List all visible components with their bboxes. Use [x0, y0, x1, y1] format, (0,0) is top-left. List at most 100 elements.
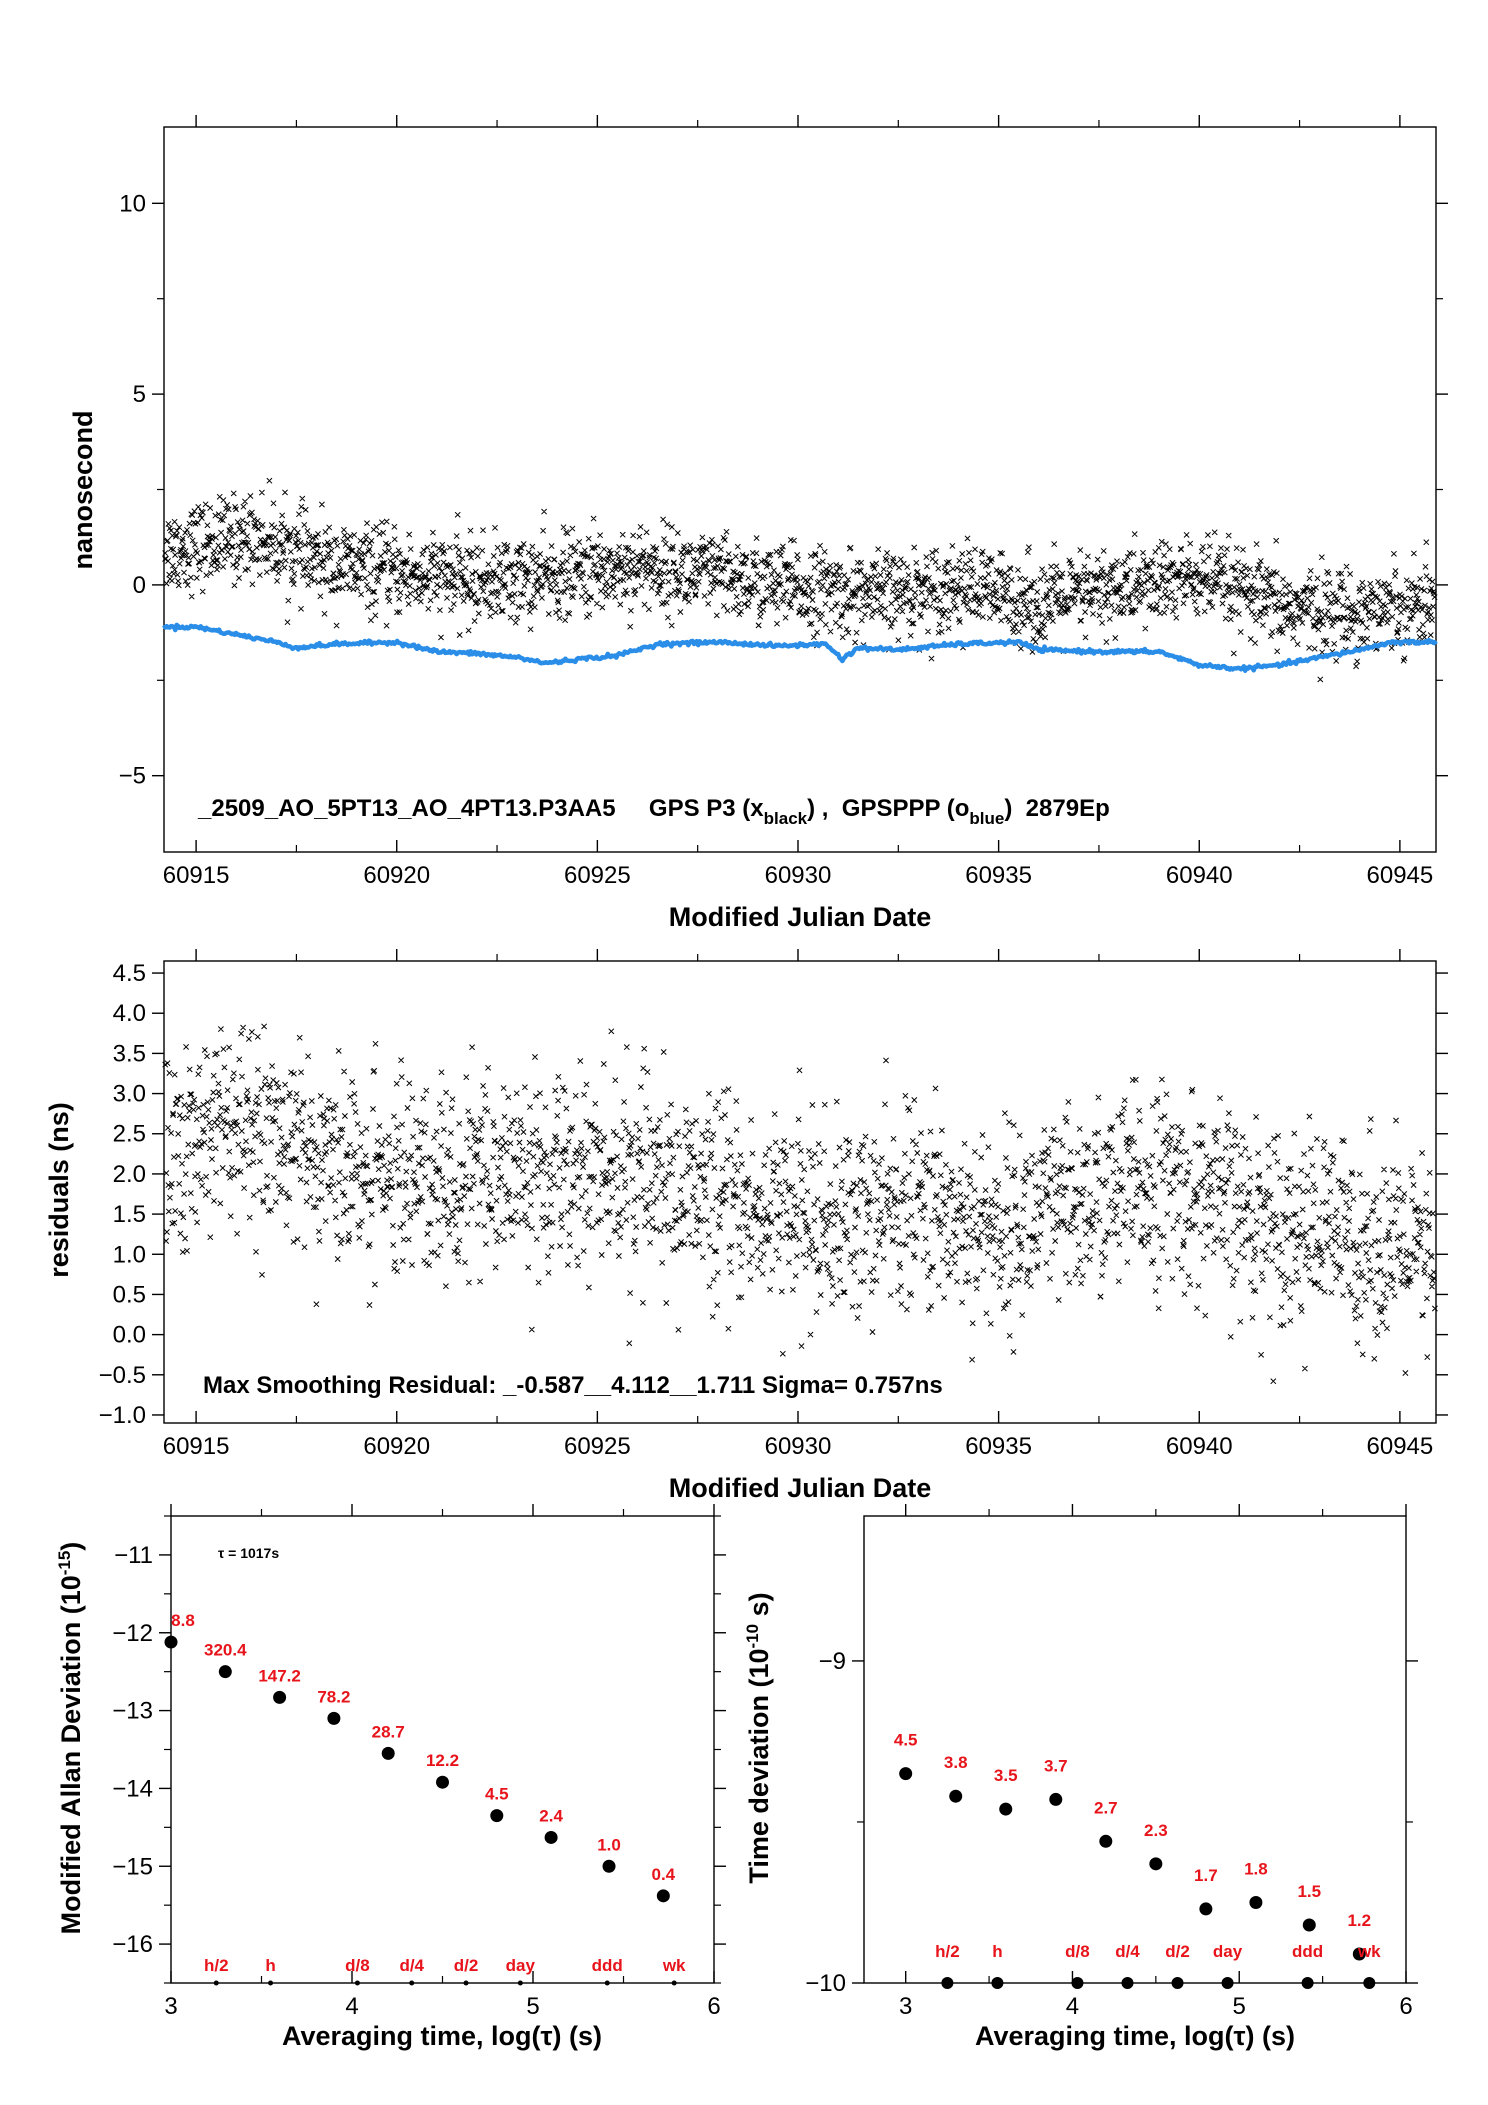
resid-ytick-label: 1.5 [113, 1201, 146, 1228]
phase-plot-xlabel: Modified Julian Date [669, 902, 932, 932]
phase-blue-line [162, 622, 1438, 673]
tdev-point-label: 3.7 [1044, 1756, 1068, 1775]
tdev-marker-label: h/2 [935, 1942, 960, 1961]
tdev-ylabel-end: s) [744, 1592, 774, 1624]
mdev-point [218, 1665, 232, 1679]
mdev-ytick-label: −16 [112, 1931, 153, 1958]
mdev-xtick-label: 3 [164, 1993, 177, 2020]
mdev-xtick-label: 4 [345, 1993, 358, 2020]
phase-xtick-label: 60945 [1367, 862, 1434, 889]
mdev-marker-dot [671, 1980, 677, 1986]
resid-ytick-label: 3.5 [113, 1040, 146, 1067]
phase-xtick-label: 60915 [163, 862, 230, 889]
tdev-point-label: 3.5 [994, 1766, 1018, 1785]
tdev-point [1049, 1792, 1063, 1806]
mdev-point [381, 1746, 395, 1760]
phase-ytick-label: 0 [133, 572, 146, 599]
mdev-point [327, 1711, 341, 1725]
resid-xtick-label: 60945 [1367, 1433, 1434, 1460]
resid-xtick-label: 60930 [765, 1433, 832, 1460]
mdev-xtick-label: 5 [526, 1993, 539, 2020]
mdev-marker-dot [517, 1980, 523, 1986]
mdev-ylabel-exponent: -15 [55, 1551, 74, 1576]
tdev-plot-ticks: 3 4 5 6 −10 −9 [805, 1504, 1418, 2020]
residuals-plot-frame [163, 960, 1437, 1424]
tdev-marker-label: d/8 [1065, 1942, 1090, 1961]
tdev-marker-dot [1121, 1977, 1134, 1989]
tdev-ylabel-main: Time deviation (10 [744, 1649, 774, 1884]
tdev-point-label: 2.3 [1144, 1821, 1168, 1840]
mdev-point-label: 1.0 [597, 1835, 621, 1854]
resid-ytick-label: 2.0 [113, 1161, 146, 1188]
mdev-ytick-label: −13 [112, 1698, 153, 1725]
mdev-marker-dot [604, 1980, 610, 1986]
mdev-plot-xlabel: Averaging time, log(τ) (s) [282, 2021, 602, 2051]
tdev-point [1099, 1834, 1113, 1848]
mdev-marker-label: day [506, 1956, 536, 1975]
mdev-point-label: 147.2 [258, 1666, 301, 1685]
residuals-plot-annotation: Max Smoothing Residual: _-0.587__4.112__… [203, 1372, 943, 1399]
resid-ytick-label: 0.0 [113, 1322, 146, 1349]
resid-ytick-label: 4.0 [113, 1000, 146, 1027]
mdev-point [273, 1690, 287, 1704]
phase-plot-black-series [162, 477, 1438, 683]
resid-ytick-label: 2.5 [113, 1121, 146, 1148]
mdev-marker-label: d/4 [399, 1956, 424, 1975]
mdev-marker-label: h/2 [204, 1956, 229, 1975]
mdev-point [164, 1635, 178, 1649]
tdev-marker-dot [941, 1977, 954, 1989]
resid-xtick-label: 60925 [564, 1433, 631, 1460]
phase-xtick-label: 60940 [1166, 862, 1233, 889]
tdev-ylabel-exponent: -10 [743, 1624, 762, 1649]
mdev-marker-label: ddd [592, 1956, 623, 1975]
mdev-marker-dot [354, 1980, 360, 1986]
annotation-part2: ) , GPSPPP (o [807, 795, 969, 822]
resid-xtick-label: 60935 [965, 1433, 1032, 1460]
mdev-point-label: 0.4 [651, 1865, 675, 1884]
phase-ytick-label: −5 [119, 763, 146, 790]
mdev-point [602, 1859, 616, 1873]
tdev-ytick-label: −9 [819, 1648, 846, 1675]
residuals-plot-xlabel: Modified Julian Date [669, 1473, 932, 1503]
phase-ytick-label: 5 [133, 381, 146, 408]
tdev-marker-dot [991, 1977, 1004, 1989]
tdev-ytick-label: −10 [805, 1970, 846, 1997]
tdev-plot-xlabel: Averaging time, log(τ) (s) [975, 2021, 1295, 2051]
residuals-plot-ylabel: residuals (ns) [44, 1102, 74, 1278]
tdev-point [999, 1802, 1013, 1816]
tdev-marker-label: d/4 [1115, 1942, 1140, 1961]
mdev-marker-dot [268, 1980, 274, 1986]
annotation-part1: _2509_AO_5PT13_AO_4PT13.P3AA5 GPS P3 (x [197, 795, 764, 822]
resid-ytick-label: −1.0 [99, 1402, 146, 1429]
phase-xtick-label: 60920 [363, 862, 430, 889]
phase-xtick-label: 60925 [564, 862, 631, 889]
tdev-point [1352, 1947, 1366, 1961]
tdev-marker-label: d/2 [1165, 1942, 1190, 1961]
mdev-marker-dot [213, 1980, 219, 1986]
phase-plot-frame [163, 126, 1437, 853]
tdev-plot-ylabel: Time deviation (10-10 s) [743, 1592, 774, 1883]
mdev-ytick-label: −11 [114, 1542, 153, 1569]
tdev-plot-points: 4.5 3.8 3.5 3.7 2.7 2.3 1.7 1.8 1.5 1.2 h/2 h d/8 d/4… [894, 1731, 1381, 1989]
mdev-plot-points: 8.8 320.4 147.2 78.2 28.7 12.2 4.5 2.4 1.0 0.4 h/2… [164, 1611, 686, 1986]
tdev-marker-dot [1171, 1977, 1184, 1989]
mdev-plot-frame [170, 1515, 715, 1984]
mdev-plot: 3 4 5 6 −16 −15 −14 −13 −12 −11 8.8 320.4 147.2 78.2… [55, 1504, 726, 2051]
resid-ytick-label: 0.5 [113, 1281, 146, 1308]
tdev-xtick-label: 3 [899, 1993, 912, 2020]
tdev-marker-dot [1071, 1977, 1084, 1989]
mdev-marker-label: d/2 [454, 1956, 479, 1975]
tdev-marker-label: ddd [1292, 1942, 1323, 1961]
tdev-point-label: 1.2 [1347, 1911, 1371, 1930]
tdev-point [1302, 1918, 1316, 1932]
resid-xtick-label: 60915 [163, 1433, 230, 1460]
resid-xtick-label: 60940 [1166, 1433, 1233, 1460]
mdev-ytick-label: −15 [112, 1853, 153, 1880]
tdev-point [1199, 1902, 1213, 1916]
tdev-marker-dot [1221, 1977, 1234, 1989]
mdev-point-label: 4.5 [485, 1785, 509, 1804]
residuals-plot-series [162, 1023, 1438, 1385]
mdev-point [656, 1889, 670, 1903]
mdev-ylabel-main: Modified Allan Deviation (10 [56, 1575, 86, 1934]
phase-xtick-label: 60935 [965, 862, 1032, 889]
